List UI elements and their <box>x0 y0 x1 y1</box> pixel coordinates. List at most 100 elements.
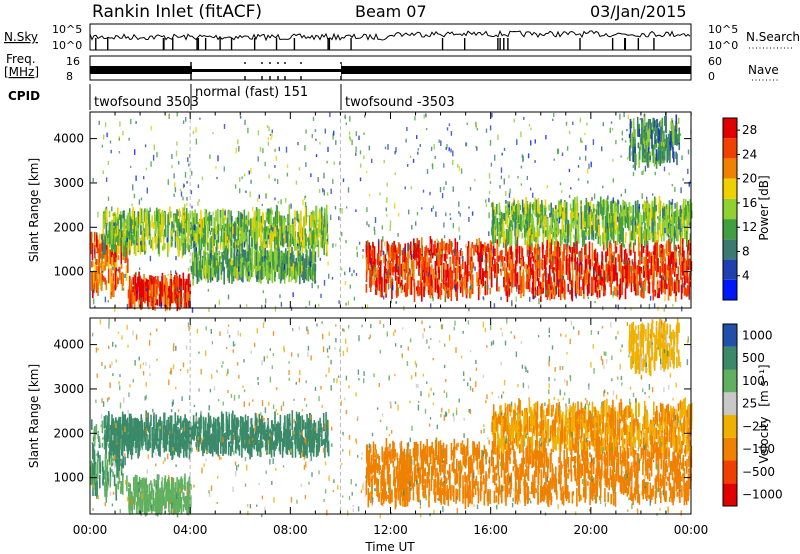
velocity-cell <box>278 423 281 440</box>
power-cell <box>107 266 110 284</box>
power-colorbar-swatch <box>723 259 737 280</box>
power-cell <box>186 236 188 242</box>
velocity-cell <box>469 481 471 495</box>
power-cell <box>283 255 285 267</box>
power-cell <box>576 257 579 272</box>
power-cell <box>538 246 541 263</box>
power-cell <box>239 212 242 228</box>
power-cell <box>545 215 547 226</box>
power-cell <box>272 224 275 232</box>
power-cell <box>308 260 310 266</box>
power-cell <box>431 287 433 294</box>
velocity-cell <box>297 417 299 429</box>
power-cell <box>624 201 627 218</box>
velocity-cell <box>112 425 115 444</box>
power-cell <box>678 144 681 151</box>
power-cell <box>480 257 482 269</box>
power-cell <box>637 259 640 274</box>
power-cell <box>195 227 197 233</box>
power-cell <box>305 233 307 246</box>
power-cell <box>237 235 239 252</box>
velocity-cell <box>267 418 269 437</box>
power-cell <box>515 204 518 221</box>
power-cell <box>636 228 639 235</box>
power-cell <box>590 217 592 232</box>
power-cell <box>680 265 682 280</box>
power-cell <box>98 266 100 283</box>
power-cell <box>128 228 131 236</box>
power-cell <box>245 257 248 268</box>
date-label: 03/Jan/2015 <box>590 2 687 21</box>
power-cell <box>584 254 587 274</box>
power-cell <box>562 287 565 297</box>
velocity-cell <box>211 442 214 457</box>
velocity-cell <box>163 412 166 428</box>
velocity-cell <box>120 458 122 467</box>
power-cell <box>369 249 372 254</box>
velocity-cell <box>652 485 654 497</box>
power-cell <box>209 267 212 283</box>
velocity-cell <box>287 430 290 445</box>
power-cell <box>118 268 121 273</box>
power-cell <box>413 279 415 288</box>
velocity-cell <box>567 473 569 479</box>
power-cell <box>629 123 632 143</box>
power-cell <box>160 224 162 233</box>
power-cell <box>545 230 547 237</box>
power-cell <box>630 216 632 226</box>
velocity-cell <box>300 429 303 446</box>
power-cell <box>280 222 283 235</box>
power-cell <box>304 269 307 279</box>
power-cell <box>632 219 634 233</box>
power-cell <box>276 220 279 238</box>
power-cell <box>93 231 96 250</box>
power-cell <box>286 265 288 276</box>
power-cell <box>384 254 387 272</box>
power-cell <box>101 263 104 274</box>
power-cell <box>303 261 306 268</box>
power-cell <box>455 253 457 266</box>
power-cell <box>172 228 174 233</box>
power-cell <box>539 204 542 213</box>
velocity-cell <box>212 424 214 443</box>
power-cell <box>634 227 637 240</box>
velocity-cell <box>237 419 240 427</box>
power-cell <box>648 268 651 280</box>
power-cell <box>669 287 671 296</box>
power-cell <box>282 265 285 278</box>
power-cell <box>465 287 467 296</box>
power-cell <box>685 260 688 272</box>
power-cell <box>528 267 530 280</box>
power-cell <box>250 259 252 270</box>
power-cell <box>596 266 598 274</box>
velocity-cell <box>118 419 120 434</box>
power-cell <box>97 252 100 258</box>
power-cell <box>266 253 269 266</box>
power-cell <box>312 249 315 264</box>
power-cell <box>385 276 388 284</box>
power-cell <box>133 222 135 243</box>
power-cell <box>105 209 108 223</box>
power-cell <box>506 272 509 291</box>
power-cell <box>210 214 213 226</box>
power-cell <box>160 292 163 307</box>
power-cell <box>265 233 268 246</box>
velocity-cell <box>92 463 94 481</box>
power-cell <box>114 285 117 291</box>
power-cell <box>673 259 676 273</box>
power-cell <box>309 263 311 272</box>
power-cell <box>197 251 199 258</box>
power-cell <box>616 227 619 245</box>
velocity-cell <box>244 428 246 443</box>
power-cell <box>537 231 539 244</box>
velocity-cell <box>230 445 232 457</box>
power-cell <box>217 224 219 236</box>
power-cell <box>182 207 184 223</box>
power-cell <box>531 213 533 224</box>
velocity-cell <box>283 432 285 442</box>
power-cell <box>99 233 101 249</box>
power-cell <box>516 272 519 284</box>
power-cell <box>484 242 486 253</box>
power-cell <box>209 215 212 222</box>
